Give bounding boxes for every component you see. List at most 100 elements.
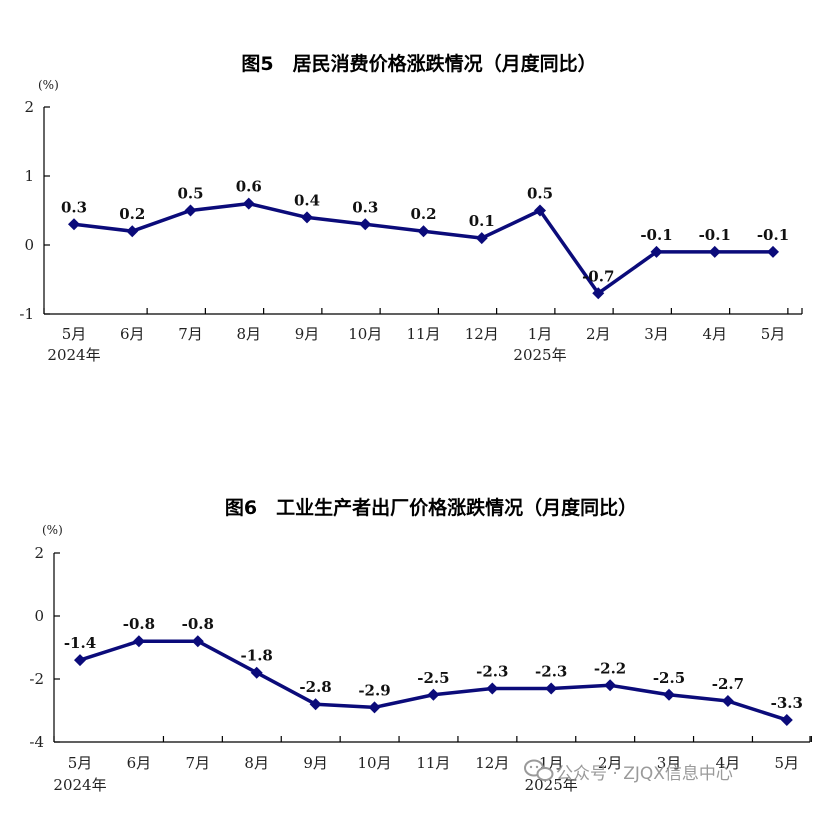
x-tick-label: 10月 — [348, 325, 382, 343]
x-tick-label: 1月 — [528, 325, 553, 343]
data-label: 0.6 — [236, 178, 262, 196]
data-label: -0.7 — [582, 267, 614, 285]
x-tick-label: 2月 — [586, 325, 611, 343]
data-point — [427, 688, 440, 701]
x-tick-label: 5月 — [62, 325, 87, 343]
data-point — [663, 688, 675, 701]
chart-ppi: 图6 工业生产者出厂价格涨跌情况（月度同比） (%) -4 -2 0 2 5月 6月 7月 8… — [29, 496, 812, 794]
year-label: 2025年 — [513, 346, 566, 364]
x-tick-label: 4月 — [702, 325, 727, 343]
data-label: 0.5 — [177, 185, 203, 203]
year-label: 2024年 — [47, 346, 100, 364]
data-point — [545, 682, 558, 695]
x-tick-label: 3月 — [657, 754, 682, 772]
x-tick-label: 5月 — [761, 325, 786, 343]
data-point — [301, 211, 313, 224]
series-marks: -1.4 -0.8 -0.8 -1.8 -2.8 -2.9 -2.5 -2.3 -2.3 -2.2… — [64, 615, 803, 726]
x-tick-label: 5月 — [68, 754, 93, 772]
data-label: -0.8 — [123, 615, 155, 633]
data-point — [721, 695, 734, 708]
data-point — [650, 245, 663, 258]
x-tick-label: 11月 — [416, 754, 450, 772]
data-point — [368, 701, 381, 714]
data-label: 0.5 — [527, 185, 553, 203]
x-tick-label: 5月 — [775, 754, 800, 772]
data-point — [184, 204, 197, 217]
data-label: -2.3 — [535, 662, 567, 680]
chart-title: 图5 居民消费价格涨跌情况（月度同比） — [241, 52, 596, 75]
x-tick-label: 4月 — [716, 754, 741, 772]
data-label: -2.7 — [712, 675, 744, 693]
data-label: 0.3 — [352, 198, 378, 216]
data-point — [592, 287, 605, 300]
x-tick-label: 9月 — [295, 325, 320, 343]
x-tick-label: 2月 — [598, 754, 623, 772]
y-tick-label: -1 — [19, 305, 34, 323]
y-tick-label: 0 — [34, 607, 44, 625]
y-tick-label: 2 — [34, 544, 44, 562]
year-label: 2025年 — [525, 776, 578, 794]
data-label: -0.8 — [182, 615, 214, 633]
data-point — [417, 225, 430, 238]
data-point — [486, 682, 499, 695]
x-tick-label: 8月 — [244, 754, 269, 772]
data-label: -2.3 — [476, 662, 508, 680]
chart-cpi: 图5 居民消费价格涨跌情况（月度同比） (%) -1 0 1 2 5月 6月 7月 8月 9月 1… — [19, 52, 803, 364]
data-point — [359, 218, 372, 231]
x-tick-label: 11月 — [406, 325, 440, 343]
data-label: 0.2 — [119, 205, 145, 223]
year-label: 2024年 — [53, 776, 106, 794]
data-point — [132, 635, 145, 648]
data-label: 0.4 — [294, 191, 320, 209]
y-unit-label: (%) — [38, 78, 59, 92]
x-tick-label: 12月 — [465, 325, 499, 343]
watermark: 公众号 · ZJQX信息中心 — [524, 759, 733, 784]
chart-title: 图6 工业生产者出厂价格涨跌情况（月度同比） — [225, 496, 637, 519]
x-tick-label: 12月 — [475, 754, 509, 772]
data-point — [475, 232, 488, 245]
y-unit-label: (%) — [42, 523, 63, 537]
x-tick-label: 3月 — [644, 325, 669, 343]
x-tick-label: 8月 — [236, 325, 261, 343]
data-label: -2.8 — [299, 678, 331, 696]
data-point — [126, 225, 139, 238]
data-label: -2.5 — [417, 669, 449, 687]
wechat-icon — [524, 759, 554, 781]
data-point — [242, 197, 255, 210]
y-tick-label: 1 — [24, 167, 34, 185]
x-tick-label: 6月 — [120, 325, 145, 343]
axes: -1 0 1 2 5月 6月 7月 8月 9月 10月 11月 12月 1月 2月 3月 4月 5月 2024年 2… — [19, 98, 803, 364]
x-tick-label: 10月 — [357, 754, 391, 772]
y-tick-label: -4 — [29, 733, 44, 751]
data-point — [708, 245, 721, 258]
data-label: -1.4 — [64, 634, 96, 652]
data-label: -1.8 — [241, 647, 273, 665]
x-tick-label: 9月 — [303, 754, 328, 772]
data-label: -0.1 — [640, 226, 672, 244]
data-label: -0.1 — [699, 226, 731, 244]
data-label: 0.3 — [61, 198, 87, 216]
x-tick-label: 7月 — [186, 754, 211, 772]
data-point — [767, 245, 779, 258]
x-tick-label: 6月 — [127, 754, 152, 772]
data-point — [780, 713, 793, 726]
data-point — [534, 204, 546, 217]
data-point — [250, 666, 263, 679]
data-label: -0.1 — [757, 226, 789, 244]
data-label: -2.2 — [594, 659, 626, 677]
data-label: 0.2 — [410, 205, 436, 223]
series-marks: 0.3 0.2 0.5 0.6 0.4 0.3 0.2 0.1 0.5 -0.7 -0.1 -0.1 -… — [61, 178, 789, 300]
y-tick-label: 0 — [24, 236, 34, 254]
data-label: -2.5 — [653, 669, 685, 687]
data-label: -3.3 — [771, 694, 803, 712]
y-tick-label: 2 — [24, 98, 34, 116]
x-tick-label: 7月 — [178, 325, 203, 343]
data-label: 0.1 — [469, 212, 495, 230]
data-label: -2.9 — [358, 681, 390, 699]
data-point — [68, 218, 80, 231]
data-point — [604, 679, 617, 692]
y-tick-label: -2 — [29, 670, 44, 688]
watermark-text: 公众号 · ZJQX信息中心 — [556, 764, 733, 784]
